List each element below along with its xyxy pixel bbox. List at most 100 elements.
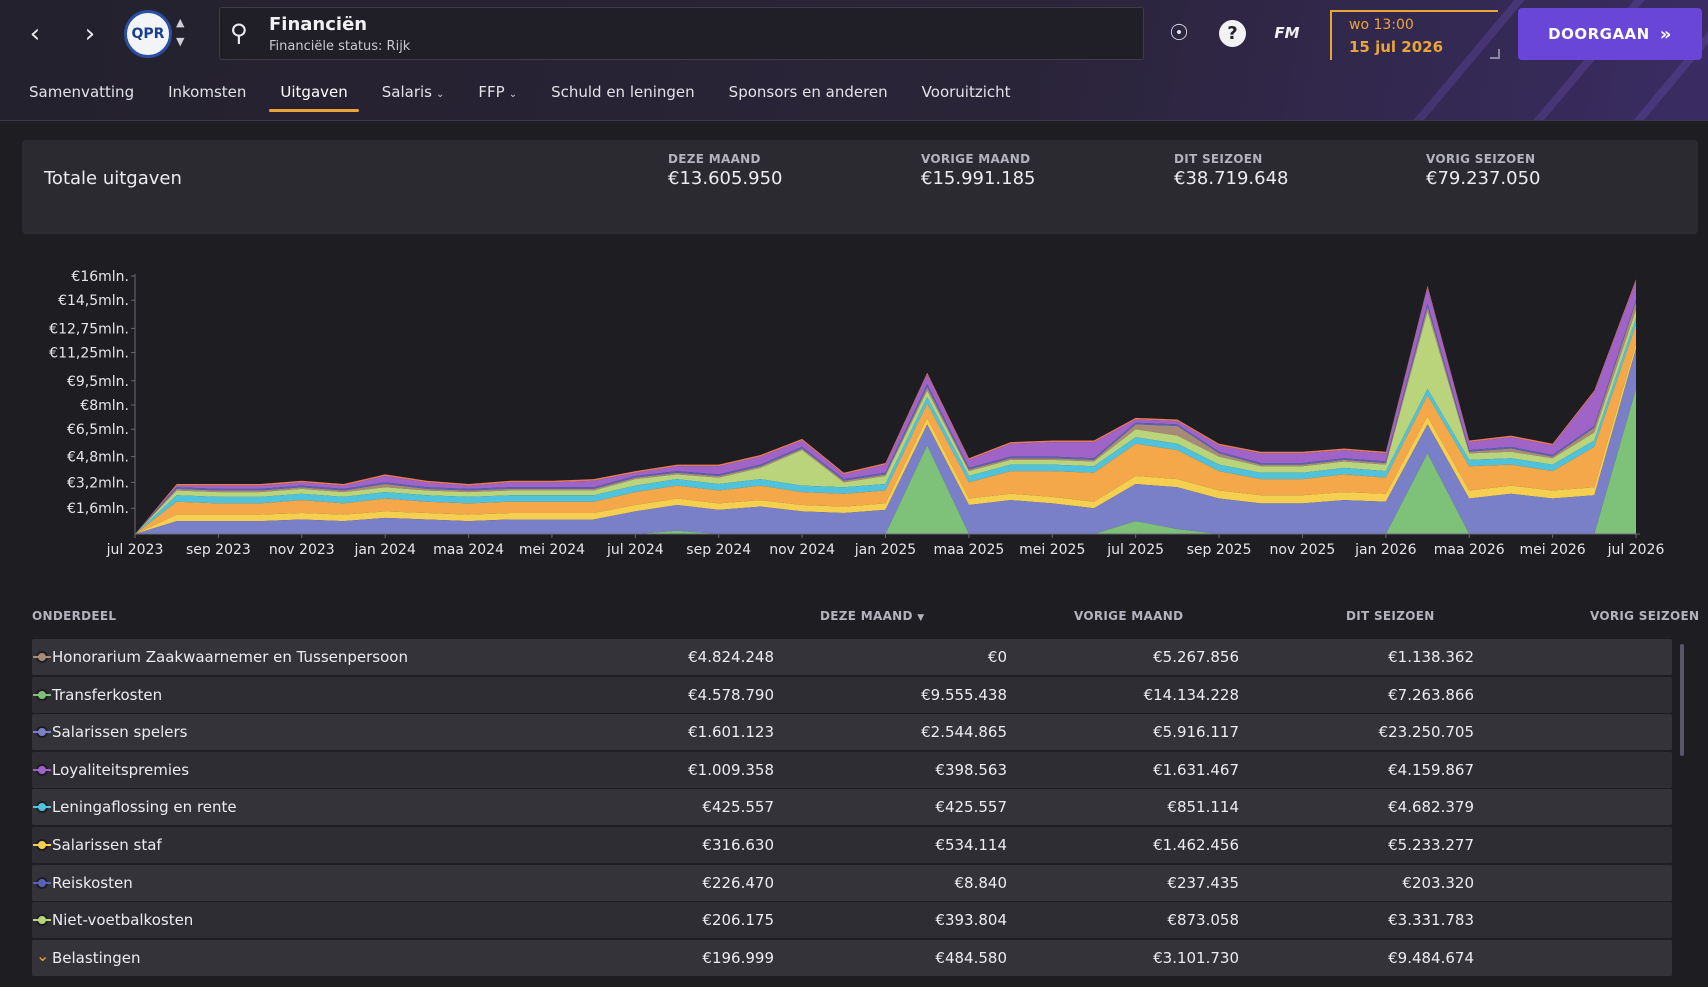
cell-last-season: €4.159.867: [1388, 760, 1474, 779]
tab-label: Sponsors en anderen: [728, 83, 888, 101]
tab-vooruitzicht[interactable]: Vooruitzicht: [909, 80, 1024, 112]
col-header-name[interactable]: ONDERDEEL: [32, 609, 117, 623]
x-tick-label: jan 2026: [1354, 542, 1417, 558]
cell-last-month: €484.580: [935, 948, 1007, 967]
cell-this-season: €5.916.117: [1153, 723, 1239, 742]
x-tick-label: mei 2025: [1019, 542, 1085, 558]
cell-this-month: €316.630: [702, 835, 774, 854]
top-bar: ‹ › QPR ▲ ▼ ⚲ Financiën Financiële statu…: [0, 0, 1708, 121]
table-row[interactable]: Honorarium Zaakwaarnemer en Tussenpersoo…: [32, 639, 1672, 675]
table-row[interactable]: Salarissen staf €316.630 €534.114 €1.462.45…: [32, 826, 1672, 863]
col-header-this-season[interactable]: DIT SEIZOEN: [1346, 609, 1435, 623]
cell-last-season: €3.331.783: [1388, 911, 1474, 930]
x-tick-label: sep 2025: [1187, 542, 1252, 558]
row-name: Niet-voetbalkosten: [52, 911, 194, 930]
cell-this-season: €1.462.456: [1153, 835, 1239, 854]
continue-button[interactable]: DOORGAAN »: [1518, 8, 1702, 60]
search-field[interactable]: ⚲ Financiën Financiële status: Rijk: [219, 7, 1144, 60]
col-header-label: DEZE MAAND: [820, 609, 913, 623]
table-row[interactable]: Loyaliteitspremies €1.009.358 €398.563 €1.6…: [32, 751, 1672, 788]
page-subtitle: Financiële status: Rijk: [269, 39, 411, 54]
cell-this-month: €206.175: [702, 911, 774, 930]
expenses-table: Honorarium Zaakwaarnemer en Tussenpersoo…: [32, 639, 1672, 977]
tab-bar: Samenvatting Inkomsten Uitgaven Salaris ⌄ FFP…: [16, 80, 1032, 112]
continue-label: DOORGAAN: [1548, 25, 1650, 43]
row-name: Belastingen: [52, 948, 141, 967]
x-tick-label: jul 2025: [1106, 542, 1164, 558]
row-name: Salarissen staf: [52, 835, 162, 854]
date-time: wo 13:00: [1349, 17, 1414, 33]
cell-last-month: €393.804: [935, 911, 1007, 930]
chevron-down-icon[interactable]: ▼: [176, 35, 185, 48]
tab-ffp[interactable]: FFP ⌄: [465, 80, 530, 112]
x-tick-label: maa 2024: [433, 542, 504, 558]
back-button[interactable]: ‹: [29, 19, 41, 49]
cell-last-month: €9.555.438: [921, 685, 1007, 704]
tab-sponsors-en-anderen[interactable]: Sponsors en anderen: [716, 80, 901, 112]
cell-this-month: €1.009.358: [688, 760, 774, 779]
tab-schuld-en-leningen[interactable]: Schuld en leningen: [538, 80, 708, 112]
tab-uitgaven[interactable]: Uitgaven: [267, 80, 360, 112]
summary-title: Totale uitgaven: [44, 168, 182, 189]
stat-value: €13.605.950: [668, 168, 783, 189]
cell-this-season: €5.267.856: [1153, 648, 1239, 666]
area-series-salarissen-spelers[interactable]: [135, 348, 1636, 534]
tab-label: Salaris: [381, 83, 432, 101]
table-row[interactable]: Leningaflossing en rente €425.557 €425.557…: [32, 789, 1672, 826]
table-row[interactable]: ⌄ Belastingen €196.999 €484.580 €3.101.730 €9…: [32, 939, 1672, 976]
table-scrollbar[interactable]: [1680, 644, 1684, 756]
area-series-salarissen-staf[interactable]: [135, 343, 1636, 534]
x-tick-label: nov 2025: [1270, 542, 1336, 558]
col-header-this-month[interactable]: DEZE MAAND ▼: [820, 609, 924, 623]
table-row[interactable]: Niet-voetbalkosten €206.175 €393.804 €873.0…: [32, 902, 1672, 939]
cell-last-month: €534.114: [935, 835, 1007, 854]
forward-button[interactable]: ›: [84, 19, 96, 49]
tab-salaris[interactable]: Salaris ⌄: [369, 80, 458, 112]
fm-logo-icon[interactable]: FM: [1274, 24, 1300, 42]
col-header-last-season[interactable]: VORIG SEIZOEN: [1590, 609, 1700, 623]
stat-this-season: DIT SEIZOEN €38.719.648: [1174, 152, 1289, 189]
x-tick-label: jul 2026: [1607, 542, 1665, 558]
page-title: Financiën: [269, 14, 368, 35]
expenses-chart[interactable]: €1,6mln. €3,2mln. €4,8mln. €6,5mln. €8mln. €9…: [0, 250, 1708, 570]
table-row[interactable]: Salarissen spelers €1.601.123 €2.544.865 €5…: [32, 714, 1672, 751]
x-tick-label: maa 2025: [933, 542, 1004, 558]
cell-this-month: €1.601.123: [688, 723, 774, 742]
help-icon[interactable]: ?: [1219, 20, 1246, 47]
y-tick-label: €1,6mln.: [67, 501, 129, 517]
cell-last-season: €5.233.277: [1388, 835, 1474, 854]
chevron-down-icon: ⌄: [436, 89, 445, 100]
sort-desc-icon: ▼: [917, 613, 925, 623]
y-tick-label: €11,25mln.: [49, 346, 129, 362]
date-display: wo 13:00 15 jul 2026: [1330, 10, 1498, 60]
table-row[interactable]: Transferkosten €4.578.790 €9.555.438 €14.13…: [32, 676, 1672, 713]
row-name: Transferkosten: [52, 685, 163, 704]
stat-label: VORIGE MAAND: [921, 152, 1031, 166]
col-header-last-month[interactable]: VORIGE MAAND: [1074, 609, 1184, 623]
y-tick-label: €4,8mln.: [67, 450, 129, 466]
area-series-belastingen[interactable]: [135, 324, 1636, 534]
cell-last-month: €8.840: [954, 873, 1008, 892]
cell-last-month: €0: [987, 648, 1007, 666]
cell-last-season: €4.682.379: [1388, 798, 1474, 817]
cell-this-season: €873.058: [1167, 911, 1239, 930]
chevron-up-icon[interactable]: ▲: [176, 16, 185, 29]
table-row[interactable]: Reiskosten €226.470 €8.840 €237.435 €203.320: [32, 864, 1672, 901]
tab-samenvatting[interactable]: Samenvatting: [16, 80, 147, 112]
globe-icon[interactable]: ☉: [1169, 20, 1189, 46]
chevron-down-icon[interactable]: ⌄: [36, 945, 50, 965]
stat-label: VORIG SEIZOEN: [1426, 152, 1536, 166]
tab-label: Samenvatting: [29, 83, 135, 101]
tab-label: FFP: [478, 83, 505, 101]
date-day: 15 jul 2026: [1349, 38, 1444, 56]
tab-inkomsten[interactable]: Inkomsten: [155, 80, 259, 112]
cell-last-season: €1.138.362: [1388, 648, 1474, 666]
stat-last-season: VORIG SEIZOEN €79.237.050: [1426, 152, 1541, 189]
stat-value: €38.719.648: [1174, 168, 1289, 189]
row-name: Honorarium Zaakwaarnemer en Tussenpersoo…: [52, 648, 408, 666]
y-tick-label: €12,75mln.: [49, 321, 129, 337]
club-crest-icon[interactable]: QPR: [124, 10, 172, 58]
cell-this-month: €4.824.248: [688, 648, 774, 666]
cell-this-month: €4.578.790: [688, 685, 774, 704]
stat-label: DIT SEIZOEN: [1174, 152, 1263, 166]
